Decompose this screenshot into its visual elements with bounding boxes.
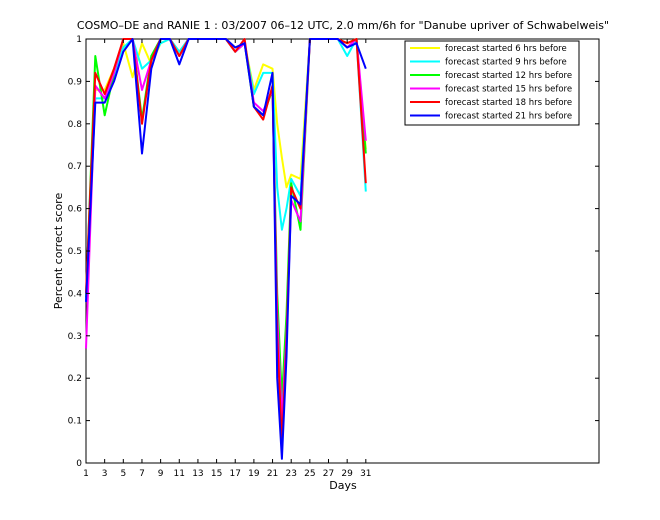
legend-label-3: forecast started 12 hrs before	[445, 71, 572, 81]
y-tick-label: 0	[76, 459, 82, 469]
y-tick-label: 0.7	[68, 162, 82, 172]
y-tick-label: 0.3	[68, 332, 82, 342]
series-line-6	[85, 38, 367, 460]
x-axis: 1 3 5 7 9 11 13 15 17 19 21 23 25 27 29 31	[83, 39, 372, 479]
x-tick-label: 3	[102, 469, 108, 479]
y-axis-label: Percent correct score	[52, 193, 65, 310]
legend-label-6: forecast started 21 hrs before	[445, 112, 572, 122]
x-tick-label: 23	[285, 469, 296, 479]
x-tick-label: 29	[341, 469, 353, 479]
y-tick-label: 0.8	[68, 120, 83, 130]
x-tick-label: 11	[174, 469, 185, 479]
x-axis-label: Days	[329, 479, 357, 492]
y-axis: 0 0.1 0.2 0.3 0.4 0.5 0.6 0.7 0.8 0.9 1	[68, 35, 599, 469]
x-tick-label: 7	[139, 469, 145, 479]
y-tick-label: 0.5	[68, 247, 82, 257]
x-tick-label: 15	[211, 469, 222, 479]
x-tick-label: 25	[304, 469, 315, 479]
x-tick-label: 9	[158, 469, 164, 479]
x-tick-label: 1	[83, 469, 89, 479]
y-tick-label: 0.6	[68, 205, 83, 215]
y-tick-label: 0.1	[68, 417, 82, 427]
y-tick-label: 1	[76, 35, 82, 45]
x-tick-label: 17	[230, 469, 241, 479]
x-tick-label: 5	[120, 469, 126, 479]
legend: forecast started 6 hrs before forecast st…	[404, 40, 580, 126]
legend-label-1: forecast started 6 hrs before	[445, 44, 567, 54]
y-tick-label: 0.9	[68, 77, 83, 87]
legend-label-5: forecast started 18 hrs before	[445, 98, 572, 108]
x-tick-label: 13	[192, 469, 203, 479]
legend-box	[404, 40, 580, 126]
x-tick-label: 21	[267, 469, 278, 479]
chart-title: COSMO–DE and RANIE 1 : 03/2007 06–12 UTC…	[77, 19, 609, 32]
y-tick-label: 0.4	[68, 289, 83, 299]
x-tick-label: 19	[248, 469, 260, 479]
x-tick-label: 31	[360, 469, 371, 479]
legend-label-4: forecast started 15 hrs before	[445, 85, 572, 95]
series-layer	[85, 38, 367, 460]
x-tick-label: 27	[323, 469, 334, 479]
legend-label-2: forecast started 9 hrs before	[445, 58, 567, 68]
y-tick-label: 0.2	[68, 374, 82, 384]
